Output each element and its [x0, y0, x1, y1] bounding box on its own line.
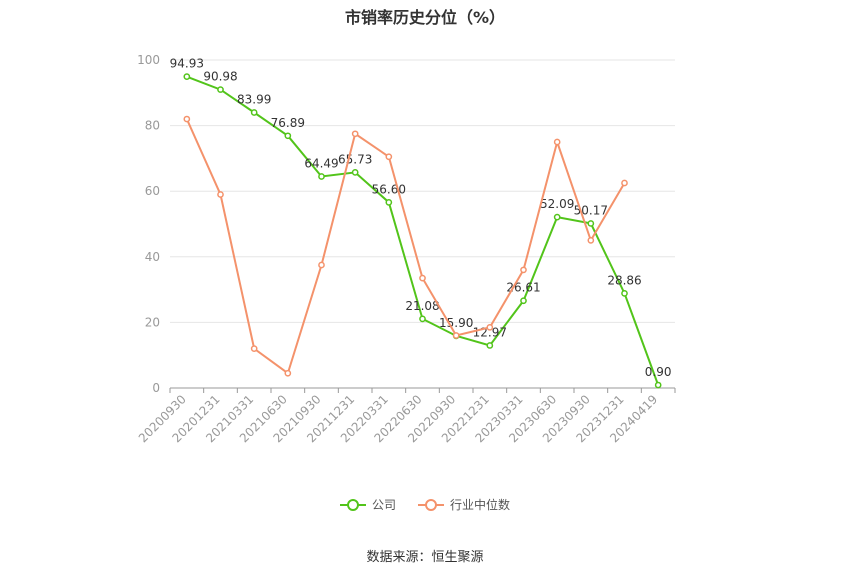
legend-item-company[interactable]: 公司 — [339, 496, 396, 513]
y-tick-label: 40 — [145, 250, 160, 264]
legend-marker-company — [339, 498, 366, 511]
data-point-0 — [217, 86, 224, 93]
data-source: 数据来源：恒生聚源 — [366, 550, 484, 565]
data-point-1 — [553, 138, 561, 146]
data-label: 28.86 — [607, 273, 641, 287]
data-label: 0.90 — [645, 365, 672, 379]
data-point-1 — [520, 266, 527, 274]
data-point-1 — [419, 274, 426, 282]
legend-label-industry-median: 行业中位数 — [450, 498, 511, 512]
data-point-1 — [183, 115, 191, 123]
data-point-0 — [621, 289, 628, 297]
y-tick-label: 60 — [145, 184, 160, 198]
data-point-0 — [318, 173, 325, 180]
y-tick-label: 80 — [145, 119, 160, 133]
data-label: 76.89 — [271, 116, 305, 130]
data-point-1 — [351, 130, 359, 138]
data-label: 52.09 — [540, 197, 574, 211]
y-tick-label: 0 — [152, 381, 160, 395]
data-label: 64.49 — [304, 156, 338, 170]
data-label: 83.99 — [237, 93, 271, 107]
y-tick-label: 20 — [145, 315, 160, 329]
data-point-1 — [318, 261, 325, 269]
data-label: 65.73 — [338, 152, 372, 166]
data-label: 56.60 — [372, 182, 406, 196]
data-point-0 — [385, 199, 393, 206]
data-point-1 — [250, 345, 258, 352]
data-point-0 — [486, 342, 494, 349]
data-point-0 — [520, 297, 527, 305]
data-label: 90.98 — [203, 70, 237, 84]
data-point-0 — [250, 109, 258, 116]
data-point-0 — [351, 169, 359, 176]
data-point-0 — [183, 73, 191, 80]
legend-marker-industry-median — [418, 498, 444, 511]
legend: 公司 行业中位数 — [0, 496, 850, 513]
series-line-1 — [185, 118, 626, 375]
data-label: 26.61 — [506, 281, 540, 295]
data-point-1 — [486, 323, 494, 331]
legend-item-industry-median[interactable]: 行业中位数 — [418, 496, 510, 513]
y-tick-label: 100 — [137, 53, 160, 67]
data-point-1 — [284, 369, 292, 377]
chart-title: 市销率历史分位（%） — [344, 8, 506, 27]
data-point-0 — [654, 381, 662, 389]
data-point-0 — [419, 315, 426, 323]
data-point-1 — [452, 332, 460, 339]
legend-label-company: 公司 — [371, 498, 396, 512]
data-point-0 — [553, 213, 561, 221]
data-label: 15.90 — [439, 316, 473, 330]
data-point-0 — [587, 220, 595, 227]
data-point-1 — [217, 191, 224, 198]
data-point-1 — [385, 153, 393, 161]
data-point-1 — [621, 179, 628, 187]
data-point-1 — [587, 237, 595, 244]
data-label: 94.93 — [170, 57, 204, 71]
data-label: 21.08 — [405, 299, 439, 313]
data-point-0 — [284, 132, 292, 140]
